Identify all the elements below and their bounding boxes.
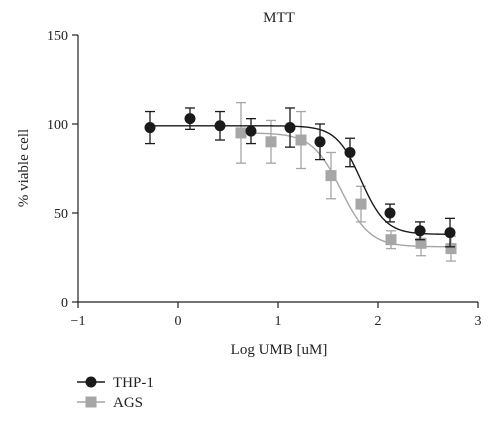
y-tick-label: 150 [47, 29, 68, 44]
data-point [295, 134, 307, 146]
data-point [415, 237, 427, 249]
data-point [265, 136, 277, 148]
data-point [385, 234, 397, 246]
data-point [344, 146, 356, 158]
data-point [284, 122, 296, 134]
x-axis-title: Log UMB [uM] [231, 342, 328, 358]
data-point [325, 170, 337, 182]
y-tick-label: 100 [47, 118, 68, 133]
x-tick-label: 3 [475, 314, 482, 329]
data-point [245, 125, 257, 137]
data-point [355, 198, 367, 210]
y-tick-label: 0 [61, 296, 68, 311]
data-point [144, 122, 156, 134]
series-ags [235, 101, 457, 262]
y-axis-title: % viable cell [16, 129, 32, 207]
data-point [214, 120, 226, 132]
data-point [184, 113, 196, 125]
legend-item-ags: AGS [77, 395, 143, 411]
data-point [314, 136, 326, 148]
legend-marker [85, 396, 97, 408]
data-point [384, 207, 396, 219]
data-point [414, 225, 426, 237]
x-tick-label: 1 [275, 314, 282, 329]
series-thp-1 [144, 107, 456, 248]
data-point [444, 227, 456, 239]
legend-label: AGS [113, 395, 143, 411]
chart-title: MTT [263, 10, 295, 26]
y-tick-label: 50 [54, 207, 68, 222]
x-tick-label: −1 [71, 314, 86, 329]
x-tick-label: 0 [175, 314, 182, 329]
data-point [445, 243, 457, 255]
legend: THP-1 AGS [77, 375, 154, 411]
data-point [235, 127, 247, 139]
series-layer [144, 101, 457, 262]
fit-curve [150, 125, 451, 235]
legend-label: THP-1 [113, 375, 154, 391]
x-tick-label: 2 [375, 314, 382, 329]
legend-marker [85, 376, 97, 388]
legend-item-thp-1: THP-1 [77, 375, 154, 391]
